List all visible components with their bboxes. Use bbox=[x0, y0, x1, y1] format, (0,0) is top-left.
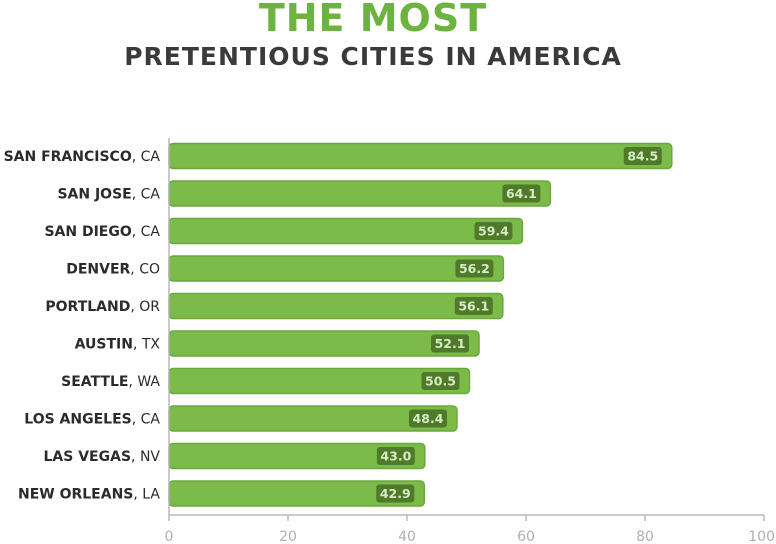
category-label: NEW ORLEANS, LA bbox=[18, 487, 160, 503]
category-separator: , bbox=[132, 149, 141, 165]
bar bbox=[168, 255, 505, 282]
x-tick-label: 0 bbox=[165, 529, 174, 544]
category-separator: , bbox=[130, 299, 139, 315]
value-label: 42.9 bbox=[380, 486, 411, 501]
chart-subtitle: PRETENTIOUS CITIES IN AMERICA bbox=[124, 42, 622, 71]
value-label-box bbox=[408, 409, 447, 428]
value-label: 84.5 bbox=[627, 149, 658, 164]
category-city: SAN DIEGO bbox=[44, 224, 131, 240]
x-tick-label: 20 bbox=[279, 529, 297, 544]
value-label-box bbox=[474, 222, 513, 240]
category-separator: , bbox=[132, 412, 141, 428]
category-state: CA bbox=[141, 149, 161, 165]
value-label-box bbox=[455, 259, 494, 278]
category-separator: , bbox=[133, 487, 142, 503]
category-city: DENVER bbox=[66, 262, 130, 278]
category-label: SAN FRANCISCO, CA bbox=[4, 149, 161, 165]
category-separator: , bbox=[128, 374, 137, 390]
bar bbox=[168, 292, 504, 320]
value-label: 59.4 bbox=[478, 224, 509, 239]
x-tick-label: 60 bbox=[517, 529, 535, 544]
value-label: 50.5 bbox=[425, 374, 456, 389]
category-label: SAN DIEGO, CA bbox=[44, 224, 160, 240]
category-city: LOS ANGELES bbox=[24, 412, 131, 428]
category-state: CO bbox=[139, 262, 160, 278]
chart-title: THE MOST bbox=[258, 0, 488, 40]
category-separator: , bbox=[131, 449, 140, 465]
value-label-box bbox=[454, 297, 493, 315]
category-label: PORTLAND, OR bbox=[45, 299, 160, 315]
value-label-box bbox=[502, 184, 541, 203]
bar bbox=[168, 180, 552, 207]
value-label: 56.1 bbox=[458, 299, 489, 314]
value-label: 43.0 bbox=[380, 449, 411, 464]
x-tick-label: 100 bbox=[748, 529, 775, 544]
category-state: CA bbox=[141, 187, 161, 203]
category-city: PORTLAND bbox=[45, 299, 130, 315]
category-city: NEW ORLEANS bbox=[18, 487, 133, 503]
category-state: TX bbox=[141, 337, 161, 353]
category-label: SEATTLE, WA bbox=[61, 374, 160, 390]
category-label: AUSTIN, TX bbox=[75, 337, 161, 353]
category-city: LAS VEGAS bbox=[44, 449, 132, 465]
category-state: CA bbox=[141, 224, 161, 240]
bar bbox=[168, 217, 524, 245]
category-state: LA bbox=[142, 487, 160, 503]
category-label: LAS VEGAS, NV bbox=[44, 449, 161, 465]
category-separator: , bbox=[132, 187, 141, 203]
category-separator: , bbox=[133, 337, 142, 353]
category-separator: , bbox=[132, 224, 141, 240]
category-city: SEATTLE bbox=[61, 374, 128, 390]
category-label: DENVER, CO bbox=[66, 262, 160, 278]
value-label: 56.2 bbox=[459, 261, 490, 276]
category-label: LOS ANGELES, CA bbox=[24, 412, 160, 428]
category-state: CA bbox=[141, 412, 161, 428]
category-state: OR bbox=[139, 299, 160, 315]
category-city: SAN FRANCISCO bbox=[4, 149, 132, 165]
category-city: AUSTIN bbox=[75, 337, 133, 353]
value-label: 48.4 bbox=[413, 411, 444, 426]
x-tick-label: 80 bbox=[636, 529, 654, 544]
value-label: 64.1 bbox=[506, 186, 537, 201]
value-label-box bbox=[376, 484, 415, 503]
value-label-box bbox=[430, 334, 469, 353]
bar bbox=[168, 142, 673, 170]
value-label: 52.1 bbox=[435, 336, 466, 351]
value-label-box bbox=[623, 147, 662, 165]
value-label-box bbox=[421, 372, 460, 390]
category-label: SAN JOSE, CA bbox=[57, 187, 160, 203]
category-separator: , bbox=[130, 262, 139, 278]
category-state: NV bbox=[140, 449, 160, 465]
x-tick-label: 40 bbox=[398, 529, 416, 544]
category-city: SAN JOSE bbox=[57, 187, 131, 203]
category-state: WA bbox=[137, 374, 160, 390]
value-label-box bbox=[376, 447, 415, 465]
